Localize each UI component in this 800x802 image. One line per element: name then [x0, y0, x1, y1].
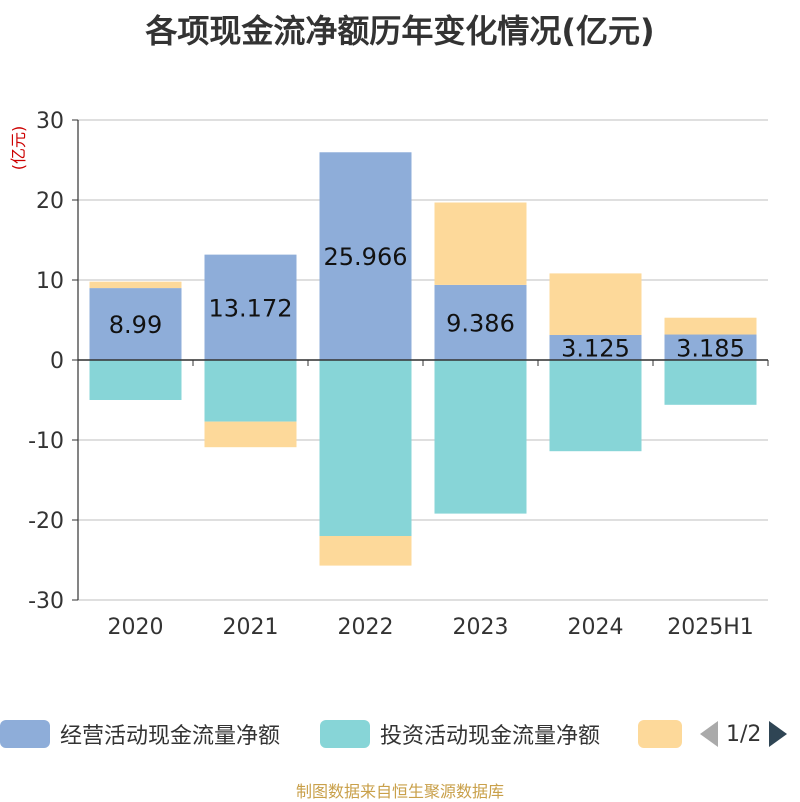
- bar-s0-2021: [204, 254, 297, 360]
- chart-plot: 30 20 10 0 -10 -20 -30 (亿元) 2020 2021 2022 2023 2024…: [9, 109, 769, 640]
- legend-label-operating: 经营活动现金流量净额: [60, 724, 281, 749]
- bar-s1-2020: [89, 360, 182, 400]
- legend-item-investing[interactable]: 投资活动现金流量净额: [320, 716, 600, 752]
- y-tick-label: -30: [28, 589, 64, 614]
- x-tick-label: 2023: [453, 615, 509, 640]
- bar-s1-2022: [319, 360, 412, 536]
- bar-s0-2025H1: [664, 334, 757, 360]
- data-label: 25.966: [324, 243, 408, 271]
- bar-s1-2024: [549, 360, 642, 452]
- source-footer: 制图数据来自恒生聚源数据库: [295, 782, 504, 801]
- legend-label-investing: 投资活动现金流量净额: [380, 724, 601, 749]
- bar-s1-2025H1: [664, 360, 757, 405]
- bar-s0-2020: [89, 288, 182, 360]
- legend-item-operating[interactable]: 经营活动现金流量净额: [0, 716, 280, 752]
- bar-s2-2022: [319, 536, 412, 566]
- bar-s2-2023: [434, 202, 527, 285]
- legend-item-financing[interactable]: [638, 716, 682, 752]
- legend-page-indicator: 1/2: [726, 721, 762, 747]
- y-tick-label: 20: [36, 189, 64, 214]
- data-label: 9.386: [446, 309, 515, 337]
- bar-s0-2023: [434, 284, 527, 360]
- next-page-icon[interactable]: [769, 721, 788, 747]
- prev-page-icon[interactable]: [700, 721, 718, 747]
- legend-swatch-operating: [0, 720, 50, 748]
- y-tick-label: 0: [50, 349, 64, 374]
- legend-pager: 1/2: [700, 716, 788, 752]
- bar-s0-2022: [319, 152, 412, 360]
- legend-swatch-investing: [320, 720, 370, 748]
- x-tick-label: 2024: [568, 615, 624, 640]
- y-axis-unit-label: (亿元): [9, 126, 28, 171]
- data-label: 13.172: [209, 294, 293, 322]
- bar-s1-2023: [434, 360, 527, 514]
- x-tick-label: 2021: [223, 615, 279, 640]
- x-tick-label: 2025H1: [667, 615, 754, 640]
- x-tick-label: 2022: [338, 615, 394, 640]
- y-tick-label: 10: [36, 269, 64, 294]
- legend-swatch-financing: [638, 720, 682, 748]
- bar-s2-2024: [549, 273, 642, 335]
- y-tick-label: 30: [36, 109, 64, 134]
- bar-s0-2024: [549, 335, 642, 360]
- chart-title: 各项现金流净额历年变化情况(亿元): [145, 12, 655, 50]
- data-label: 3.185: [676, 334, 745, 362]
- y-tick-label: -10: [28, 429, 64, 454]
- data-label: 3.125: [561, 335, 630, 363]
- x-tick-label: 2020: [108, 615, 164, 640]
- y-tick-label: -20: [28, 509, 64, 534]
- bar-s2-2021: [204, 421, 297, 448]
- bar-s1-2021: [204, 360, 297, 422]
- bar-s2-2025H1: [664, 317, 757, 335]
- legend: 经营活动现金流量净额 投资活动现金流量净额: [0, 716, 800, 756]
- bar-s2-2020: [89, 281, 182, 289]
- data-label: 8.99: [109, 311, 162, 339]
